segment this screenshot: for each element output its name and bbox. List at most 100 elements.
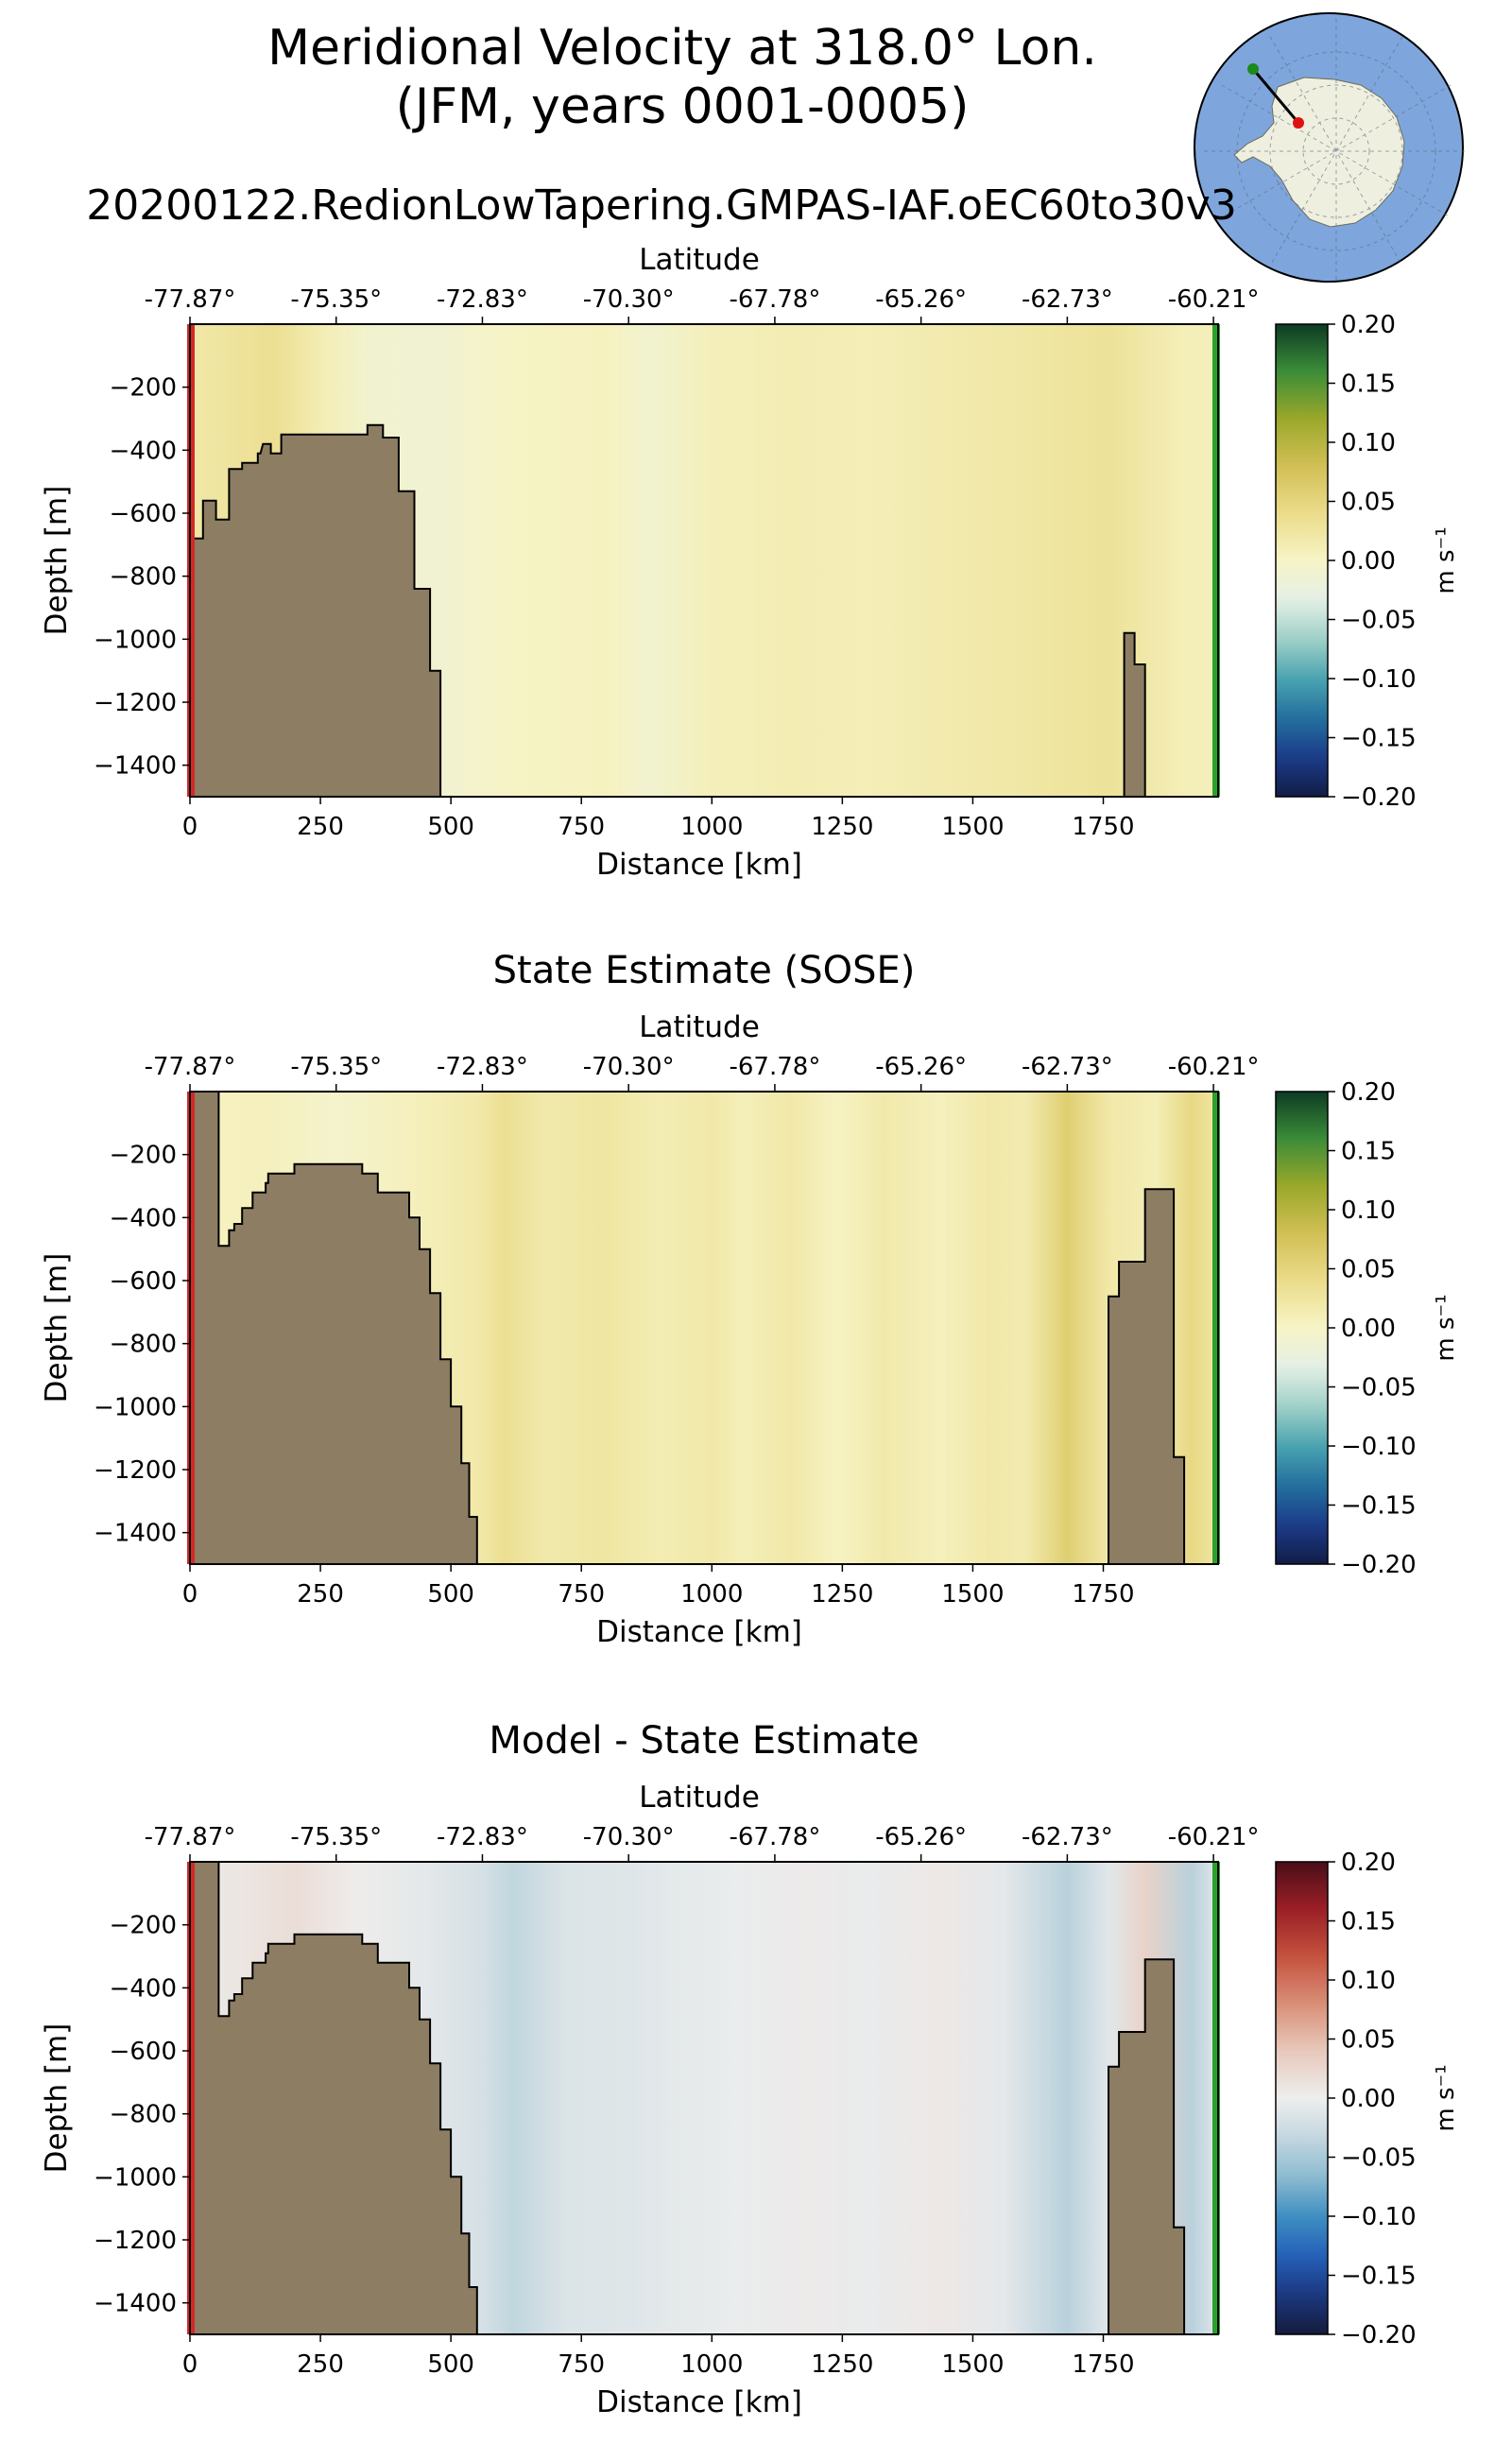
lat-tick-label: -60.21° bbox=[1168, 1053, 1260, 1081]
colorbar-tick-label: −0.05 bbox=[1341, 2144, 1417, 2173]
inset-meridian bbox=[1221, 84, 1452, 218]
lat-tick-label: -65.26° bbox=[875, 285, 967, 314]
colorbar-tick-label: −0.15 bbox=[1341, 725, 1417, 753]
x-tick-label: 250 bbox=[297, 1580, 344, 1609]
colorbar-gradient bbox=[1275, 1861, 1329, 2335]
lat-tick-label: -65.26° bbox=[875, 1053, 967, 1081]
lat-tick-label: -75.35° bbox=[290, 1053, 382, 1081]
colorbar-tick-label: 0.20 bbox=[1341, 1078, 1396, 1107]
colorbar: 0.20 0.15 0.10 0.05 0.00 −0.05 −0.10 −0.15 −0.20… bbox=[1275, 1078, 1460, 1579]
colorbar-tick-label: −0.20 bbox=[1341, 1551, 1417, 1579]
colorbar-tick-label: −0.15 bbox=[1341, 2263, 1417, 2291]
lat-tick-label: -62.73° bbox=[1022, 1823, 1113, 1851]
y-tick-label: −800 bbox=[110, 1331, 177, 1359]
x-tick-label: 1000 bbox=[680, 813, 743, 841]
colorbar-tick-label: −0.20 bbox=[1341, 2321, 1417, 2349]
colorbar-tick-label: 0.15 bbox=[1341, 370, 1396, 399]
colorbar-unit-label: m s⁻¹ bbox=[1432, 2064, 1460, 2131]
colorbar-tick-label: −0.05 bbox=[1341, 607, 1417, 635]
colorbar-tick-label: 0.10 bbox=[1341, 1967, 1396, 1995]
colorbar-tick-label: −0.10 bbox=[1341, 1433, 1417, 1461]
lat-tick-label: -77.87° bbox=[145, 285, 236, 314]
panel-title: State Estimate (SOSE) bbox=[493, 949, 916, 992]
colorbar-tick-label: −0.15 bbox=[1341, 1492, 1417, 1521]
y-tick-label: −200 bbox=[110, 1142, 177, 1170]
colorbar-tick-label: 0.00 bbox=[1341, 1315, 1396, 1343]
lat-tick-label: -70.30° bbox=[583, 1823, 675, 1851]
y-tick-label: −400 bbox=[110, 1204, 177, 1232]
x-tick-label: 1750 bbox=[1072, 2350, 1134, 2379]
y-tick-label: −1400 bbox=[94, 1520, 177, 1548]
lat-tick-label: -72.83° bbox=[437, 1823, 528, 1851]
lat-tick-label: -75.35° bbox=[290, 285, 382, 314]
transect-end-dot bbox=[1293, 117, 1304, 129]
chart-panel-3: Model - State Estimate 0 250 500 750 1000 1250… bbox=[40, 1719, 1460, 2419]
lat-tick-label: -72.83° bbox=[437, 285, 528, 314]
y-tick-label: −800 bbox=[110, 563, 177, 592]
colorbar-tick-label: −0.05 bbox=[1341, 1374, 1417, 1403]
panel-title: Model - State Estimate bbox=[489, 1719, 919, 1763]
transect-start-dot bbox=[1247, 63, 1259, 75]
lat-tick-label: -67.78° bbox=[730, 285, 821, 314]
x-tick-label: 1500 bbox=[941, 2350, 1004, 2379]
chart-panel-1: 20200122.RedionLowTapering.GMPAS-IAF.oEC… bbox=[40, 181, 1460, 882]
x-tick-label: 500 bbox=[427, 813, 474, 841]
section-end-line bbox=[1212, 1862, 1220, 2334]
plot-frame bbox=[189, 1861, 1219, 2335]
colorbar-tick-label: 0.05 bbox=[1341, 489, 1396, 517]
x-tick-label: 1500 bbox=[941, 813, 1004, 841]
x-tick-label: 1250 bbox=[811, 813, 873, 841]
inset-graticule bbox=[1204, 19, 1469, 284]
lat-tick-label: -77.87° bbox=[145, 1053, 236, 1081]
x-tick-label: 0 bbox=[182, 1580, 198, 1609]
lat-tick-label: -62.73° bbox=[1022, 285, 1113, 314]
colorbar: 0.20 0.15 0.10 0.05 0.00 −0.05 −0.10 −0.15 −0.20… bbox=[1275, 1849, 1460, 2349]
top-axis-label: Latitude bbox=[639, 1010, 760, 1044]
colorbar-tick-label: 0.15 bbox=[1341, 1138, 1396, 1166]
y-tick-label: −600 bbox=[110, 1267, 177, 1296]
colorbar-tick-label: 0.00 bbox=[1341, 2085, 1396, 2113]
colorbar-unit-label: m s⁻¹ bbox=[1432, 526, 1460, 594]
x-tick-label: 1500 bbox=[941, 1580, 1004, 1609]
lat-tick-label: -70.30° bbox=[583, 285, 675, 314]
section-end-line bbox=[1212, 324, 1220, 797]
colorbar-tick-label: 0.20 bbox=[1341, 311, 1396, 339]
land-mask-shelf bbox=[189, 1861, 478, 2335]
x-tick-label: 750 bbox=[558, 2350, 605, 2379]
y-tick-label: −400 bbox=[110, 1974, 177, 2003]
chart-panels: 20200122.RedionLowTapering.GMPAS-IAF.oEC… bbox=[40, 181, 1460, 2419]
colorbar-gradient bbox=[1275, 1091, 1329, 1565]
figure-title-line1: Meridional Velocity at 318.0° Lon. bbox=[267, 20, 1097, 77]
y-tick-label: −1200 bbox=[94, 689, 177, 717]
y-tick-label: −1200 bbox=[94, 1456, 177, 1485]
x-tick-label: 1250 bbox=[811, 1580, 873, 1609]
colorbar-tick-label: 0.10 bbox=[1341, 429, 1396, 457]
colorbar-tick-label: 0.20 bbox=[1341, 1849, 1396, 1877]
x-tick-label: 250 bbox=[297, 813, 344, 841]
x-tick-label: 0 bbox=[182, 2350, 198, 2379]
figure-title-line2: (JFM, years 0001-0005) bbox=[396, 78, 970, 135]
y-tick-label: −1000 bbox=[94, 1393, 177, 1421]
lat-tick-label: -77.87° bbox=[145, 1823, 236, 1851]
x-axis-label: Distance [km] bbox=[596, 1615, 802, 1649]
lat-tick-label: -67.78° bbox=[730, 1823, 821, 1851]
y-tick-label: −600 bbox=[110, 2038, 177, 2066]
lat-tick-label: -72.83° bbox=[437, 1053, 528, 1081]
lat-tick-label: -70.30° bbox=[583, 1053, 675, 1081]
inset-latitude-circle bbox=[1302, 117, 1370, 185]
y-tick-label: −1400 bbox=[94, 2290, 177, 2318]
y-tick-label: −200 bbox=[110, 1912, 177, 1940]
inset-antarctica-landmass bbox=[1233, 77, 1405, 228]
top-axis-label: Latitude bbox=[639, 243, 760, 277]
y-tick-label: −400 bbox=[110, 437, 177, 465]
colorbar-tick-label: −0.10 bbox=[1341, 2203, 1417, 2231]
y-tick-label: −1000 bbox=[94, 626, 177, 654]
lat-tick-label: -75.35° bbox=[290, 1823, 382, 1851]
top-axis-label: Latitude bbox=[639, 1781, 760, 1815]
chart-panel-2: State Estimate (SOSE) 0 250 500 750 1000 1250 1… bbox=[40, 949, 1460, 1649]
x-tick-label: 0 bbox=[182, 813, 198, 841]
colorbar-tick-label: 0.05 bbox=[1341, 2026, 1396, 2055]
colorbar-tick-label: −0.10 bbox=[1341, 665, 1417, 694]
x-tick-label: 750 bbox=[558, 813, 605, 841]
